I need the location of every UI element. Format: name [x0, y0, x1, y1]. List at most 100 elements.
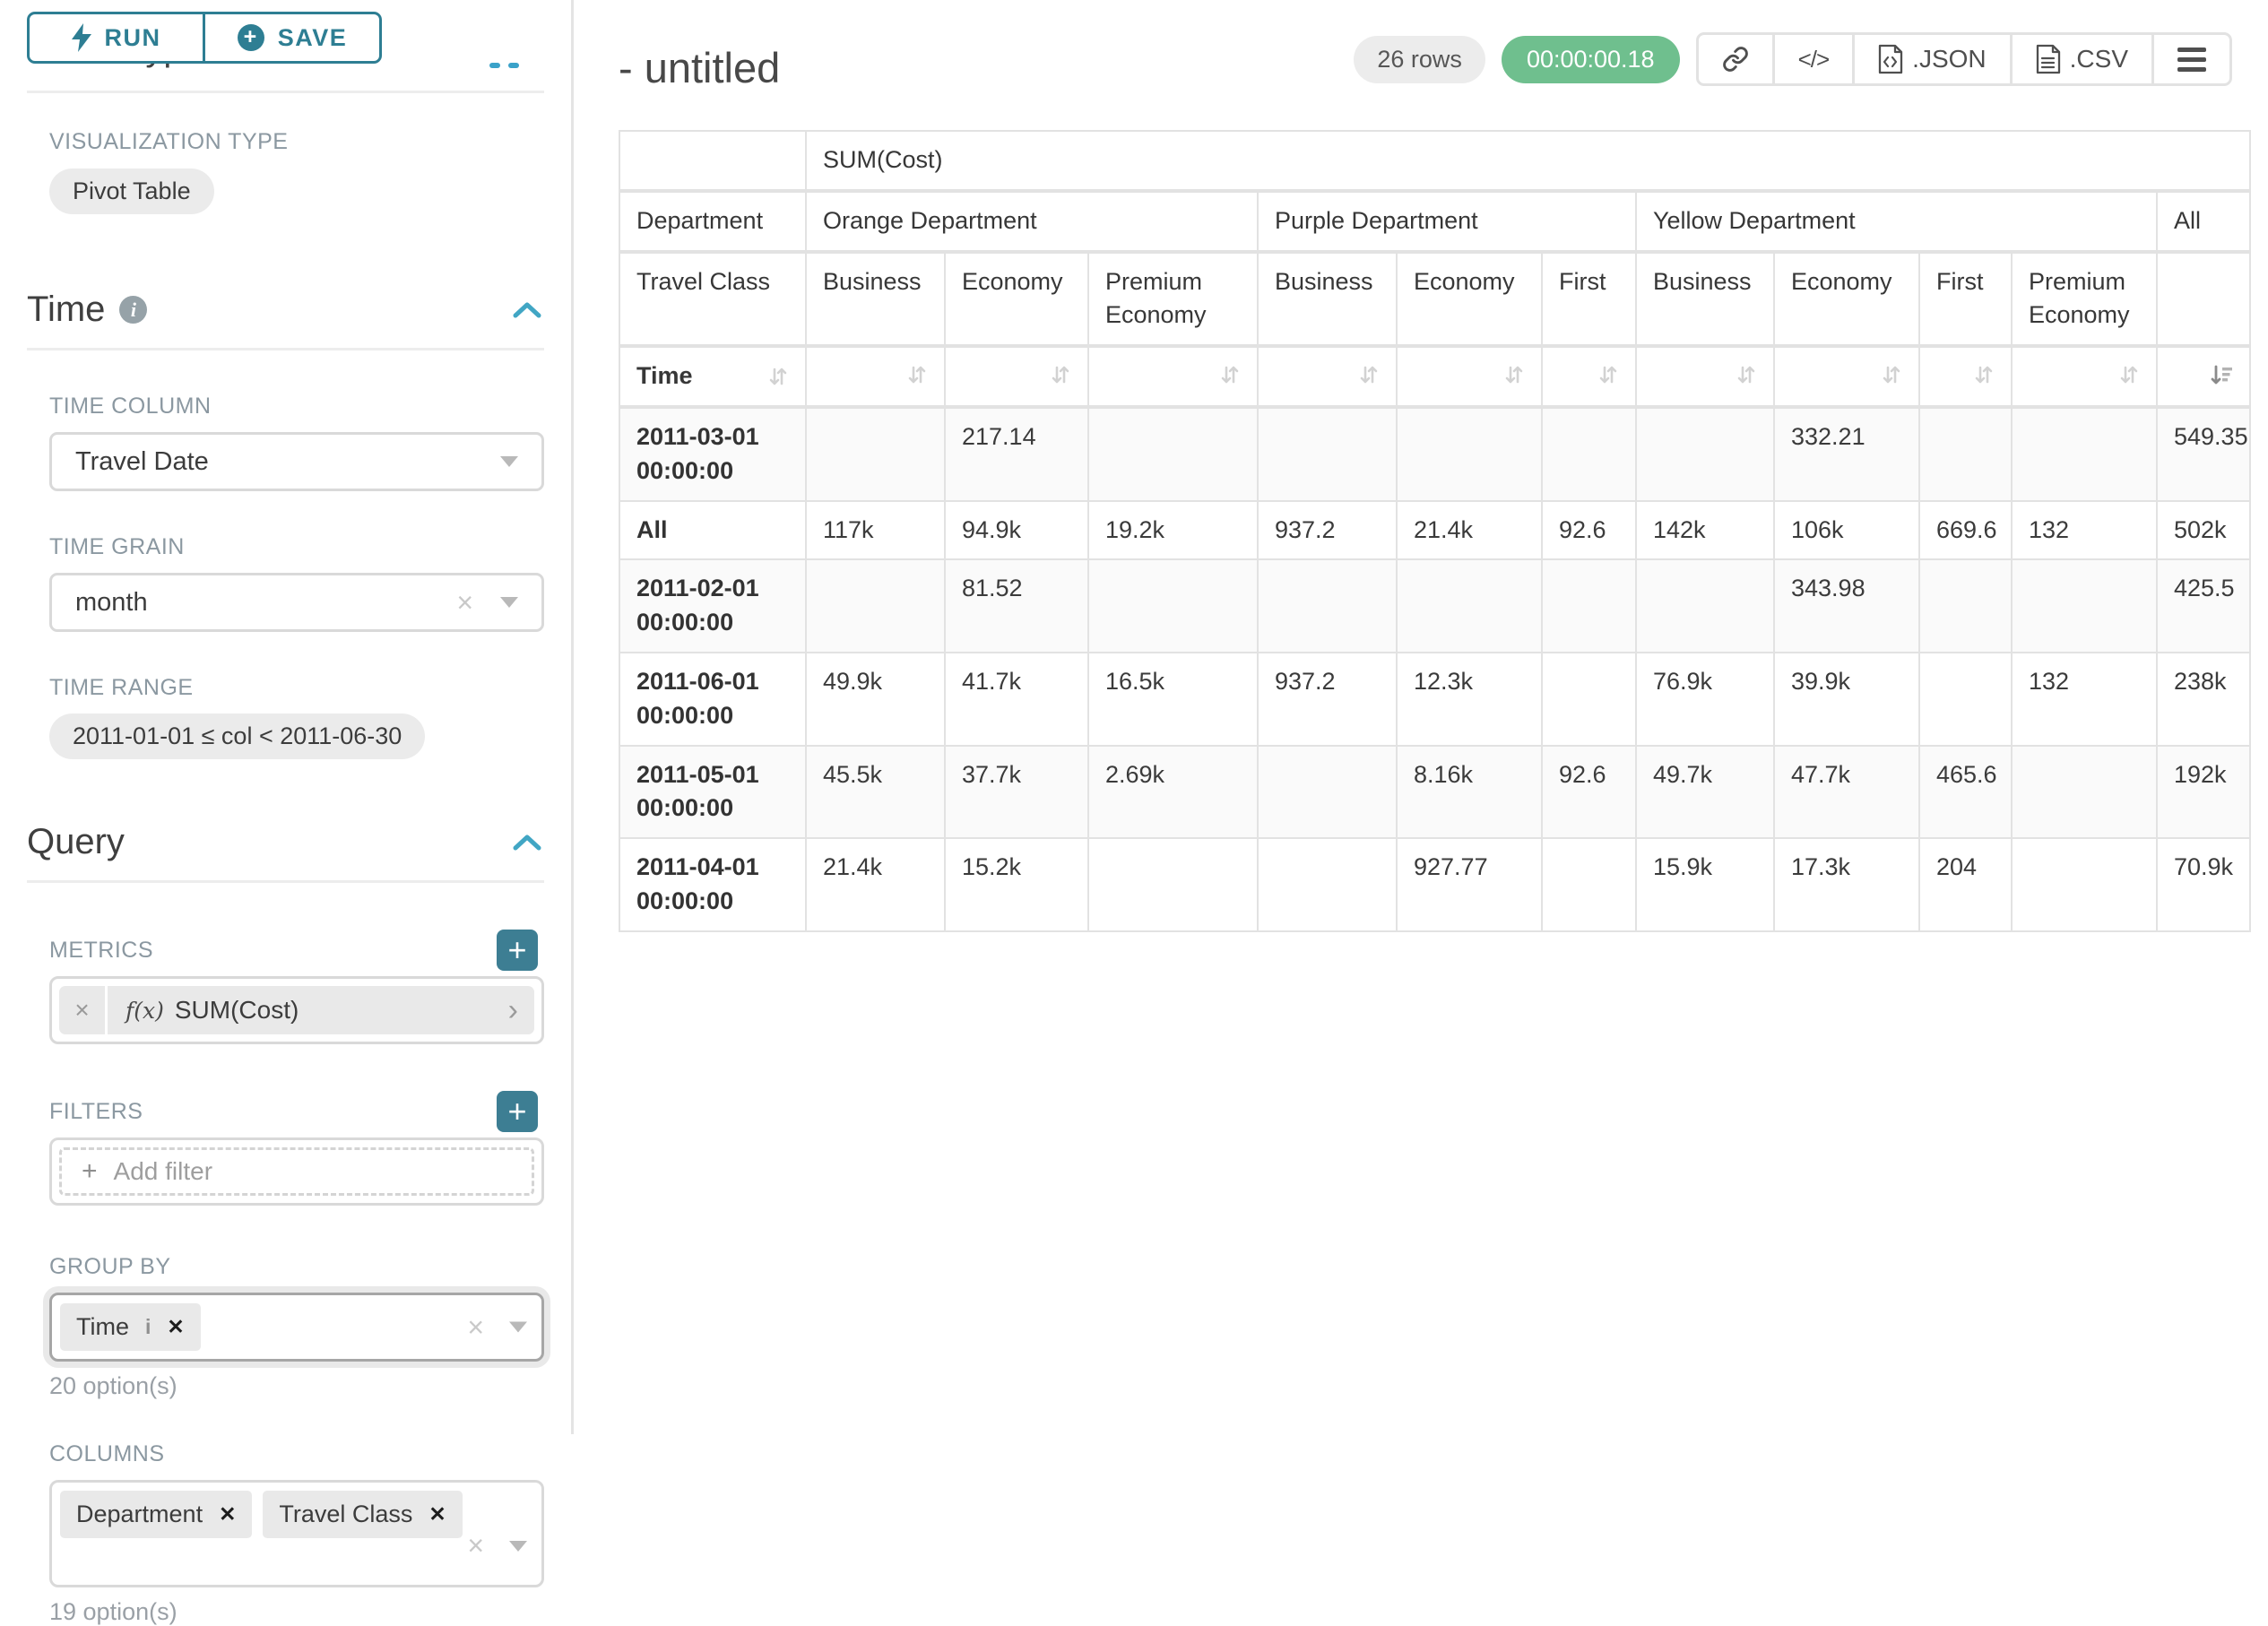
add-filter-label: Add filter	[113, 1157, 213, 1185]
time-section-header: Time i	[27, 290, 544, 330]
collapse-section-button[interactable]	[512, 300, 542, 320]
metric-item[interactable]: × f(x) SUM(Cost) ›	[59, 986, 534, 1034]
sort-column-header[interactable]	[1257, 345, 1398, 409]
info-icon: i	[145, 1315, 151, 1338]
chart-title[interactable]: - untitled	[619, 44, 781, 91]
pivot-value-cell	[1257, 744, 1398, 840]
time-section-title: Time	[27, 290, 106, 329]
chevron-down-icon[interactable]	[509, 1321, 527, 1333]
pivot-value-cell: 21.4k	[805, 837, 946, 932]
time-column-select[interactable]: Travel Date	[49, 432, 544, 491]
pivot-value-cell: 21.4k	[1396, 499, 1543, 561]
selected-option-chip[interactable]: Department ✕	[60, 1491, 253, 1538]
chip-label: Department	[76, 1501, 203, 1527]
run-button-label: RUN	[104, 23, 161, 51]
sort-column-header[interactable]	[1635, 345, 1775, 409]
sort-column-header[interactable]	[1396, 345, 1543, 409]
pivot-value-cell: 94.9k	[944, 499, 1089, 561]
clear-icon[interactable]: ×	[467, 1529, 484, 1561]
pivot-value-cell	[1918, 651, 2013, 747]
sort-column-header[interactable]	[2011, 345, 2158, 409]
remove-chip-icon[interactable]: ✕	[167, 1315, 185, 1338]
sort-column-header[interactable]	[805, 345, 946, 409]
pivot-value-cell	[1257, 558, 1398, 653]
group-by-label: GROUP BY	[49, 1254, 171, 1279]
sort-column-header[interactable]	[1087, 345, 1259, 409]
pivot-value-cell	[1918, 558, 2013, 653]
pivot-value-cell: 19.2k	[1087, 499, 1259, 561]
time-range-label: TIME RANGE	[49, 675, 194, 700]
clear-icon[interactable]: ×	[467, 1310, 484, 1343]
pivot-value-cell	[1918, 405, 2013, 502]
metrics-label: METRICS	[49, 937, 153, 963]
hamburger-menu-icon	[2177, 47, 2206, 72]
viz-type-label: VISUALIZATION TYPE	[49, 129, 289, 154]
chevron-right-icon[interactable]: ›	[507, 993, 518, 1027]
pivot-value-cell	[1541, 651, 1637, 747]
selected-option-chip[interactable]: Travel Class ✕	[263, 1491, 463, 1538]
column-group-header: Orange Department	[805, 189, 1259, 254]
pivot-table-row: 2011-04-01 00:00:00 21.4k 15.2k 927.77 15.…	[619, 837, 2252, 932]
selected-option-chip[interactable]: Time i ✕	[60, 1303, 201, 1351]
pivot-value-cell	[1087, 558, 1259, 653]
pivot-value-cell	[2011, 744, 2158, 840]
pivot-table-row: All 117k 94.9k 19.2k 937.2 21.4k 92.6 142k 106k 6…	[619, 499, 2252, 561]
collapse-section-button[interactable]	[512, 833, 542, 852]
export-json-button[interactable]: .JSON	[1855, 35, 2013, 83]
query-section-title: Query	[27, 822, 125, 861]
remove-metric-icon[interactable]: ×	[59, 986, 108, 1034]
add-filter-plus-button[interactable]: +	[497, 1091, 538, 1132]
pivot-value-cell: 8.16k	[1396, 744, 1543, 840]
column-header: Economy	[944, 250, 1089, 349]
pivot-value-cell: 47.7k	[1773, 744, 1920, 840]
group-by-select[interactable]: Time i ✕ ×	[49, 1293, 544, 1362]
view-query-button[interactable]: </>	[1775, 35, 1856, 83]
remove-chip-icon[interactable]: ✕	[219, 1502, 237, 1526]
pivot-value-cell: 49.9k	[805, 651, 946, 747]
panel-drag-handle-icon[interactable]	[508, 63, 519, 68]
pivot-value-cell: 37.7k	[944, 744, 1089, 840]
plus-icon: +	[82, 1156, 98, 1186]
remove-chip-icon[interactable]: ✕	[428, 1502, 446, 1526]
pivot-value-cell	[1541, 405, 1637, 502]
more-options-button[interactable]	[2154, 35, 2229, 83]
control-panel-sidebar: RUN + SAVE Chart Type VISUALIZATION TYPE…	[0, 0, 574, 1625]
export-csv-button[interactable]: .CSV	[2013, 35, 2154, 83]
sort-icon	[2120, 366, 2138, 384]
pivot-value-cell	[1635, 405, 1775, 502]
sort-column-header-active[interactable]	[2155, 345, 2252, 409]
pivot-value-cell: 92.6	[1541, 499, 1637, 561]
time-grain-select[interactable]: month ×	[49, 573, 544, 632]
panel-drag-handle-icon[interactable]	[489, 63, 500, 68]
viz-type-value-pill[interactable]: Pivot Table	[49, 169, 214, 214]
sort-column-header[interactable]	[1773, 345, 1920, 409]
clear-icon[interactable]: ×	[456, 585, 473, 618]
columns-select[interactable]: Department ✕ Travel Class ✕ ×	[49, 1480, 544, 1587]
column-header: Business	[805, 250, 946, 349]
export-button-group: </> .JSON .CSV	[1695, 32, 2232, 86]
add-filter-button[interactable]: + Add filter	[59, 1147, 534, 1196]
pivot-table-row: 2011-05-01 00:00:00 45.5k 37.7k 2.69k 8.16k…	[619, 744, 2252, 840]
column-header: Premium Economy	[2011, 250, 2158, 349]
pivot-value-cell: 49.7k	[1635, 744, 1775, 840]
sort-column-header[interactable]	[944, 345, 1089, 409]
row-axis-label-time[interactable]: Time	[619, 345, 807, 409]
share-link-button[interactable]	[1699, 35, 1775, 83]
sort-icon	[769, 368, 787, 385]
pivot-value-cell	[1257, 837, 1398, 932]
sort-column-header[interactable]	[1541, 345, 1637, 409]
pivot-value-cell: 343.98	[1773, 558, 1920, 653]
column-group-header: Yellow Department	[1635, 189, 2158, 254]
plus-circle-icon: +	[237, 24, 264, 51]
row-header-cell: 2011-04-01 00:00:00	[619, 837, 807, 932]
pivot-value-cell	[2011, 405, 2158, 502]
chevron-down-icon[interactable]	[509, 1540, 527, 1552]
pivot-value-cell: 41.7k	[944, 651, 1089, 747]
pivot-value-cell: 669.6	[1918, 499, 2013, 561]
sort-column-header[interactable]	[1918, 345, 2013, 409]
save-button[interactable]: + SAVE	[204, 12, 382, 64]
add-metric-button[interactable]: +	[497, 930, 538, 971]
run-button[interactable]: RUN	[27, 12, 204, 64]
time-range-value-pill[interactable]: 2011-01-01 ≤ col < 2011-06-30	[49, 714, 426, 759]
